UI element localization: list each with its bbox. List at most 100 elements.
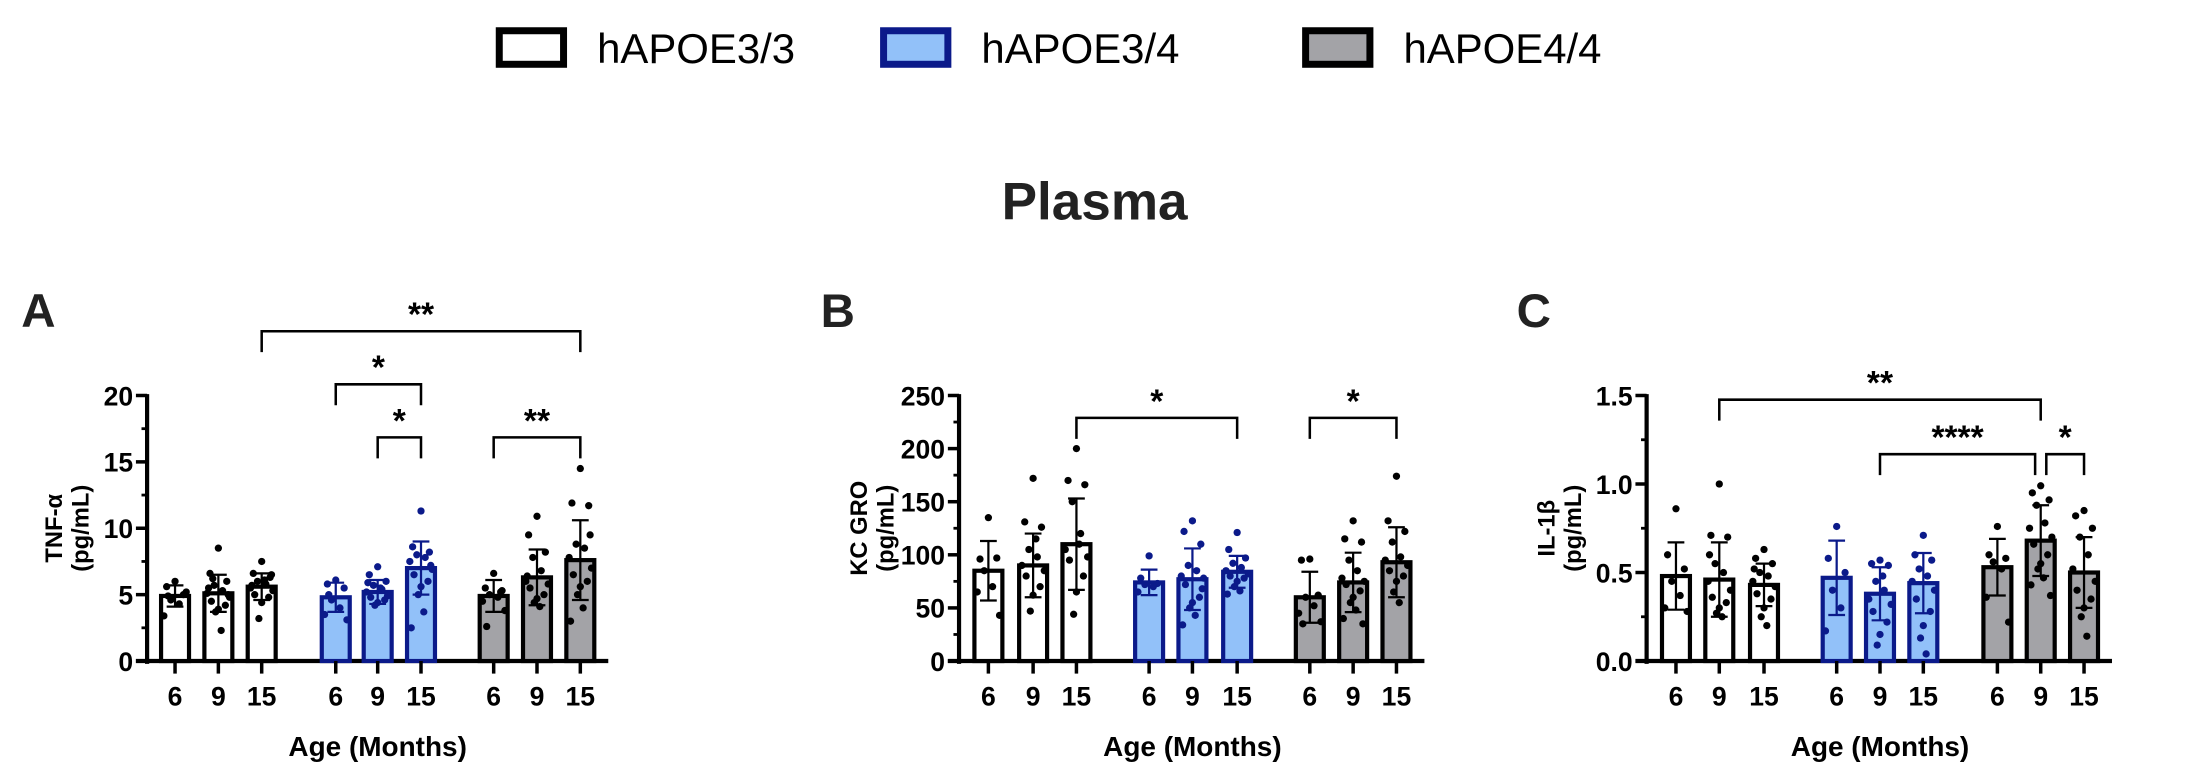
data-point — [1404, 561, 1412, 570]
data-point — [1295, 609, 1303, 617]
y-axis-label-line: (pg/mL) — [1560, 485, 1587, 572]
data-point — [1872, 577, 1880, 585]
y-tick-label: 1.0 — [1596, 470, 1633, 500]
data-point — [1065, 556, 1074, 564]
data-point — [413, 551, 421, 559]
y-axis-label-line: (pg/mL) — [67, 485, 94, 572]
data-point — [1177, 572, 1185, 580]
significance-label: * — [1150, 383, 1164, 420]
data-point — [1919, 621, 1927, 630]
data-point — [1236, 587, 1244, 595]
data-point — [1711, 560, 1719, 568]
data-point — [251, 591, 259, 599]
data-point — [2041, 519, 2049, 527]
data-point — [585, 502, 593, 510]
x-tick-label: 15 — [1382, 682, 1412, 712]
data-point — [204, 584, 213, 592]
data-point — [1880, 586, 1888, 594]
data-point — [2073, 586, 2081, 594]
data-point — [1384, 517, 1392, 525]
figure-title: Plasma — [1002, 172, 1188, 231]
x-tick-label: 9 — [370, 682, 385, 712]
x-tick-label: 9 — [530, 682, 545, 712]
bar-group — [1820, 522, 1853, 664]
significance-bracket — [2045, 452, 2086, 476]
data-point — [1751, 554, 1760, 562]
data-point — [1841, 568, 1849, 577]
data-point — [1869, 607, 1877, 616]
data-point — [1928, 556, 1936, 564]
data-point — [2044, 551, 2052, 559]
data-point — [1199, 574, 1208, 582]
y-tick-label: 0.5 — [1596, 558, 1633, 588]
significance-label: * — [1347, 383, 1361, 420]
bar-group — [1380, 472, 1413, 664]
x-tick-label: 9 — [1346, 682, 1361, 712]
data-point — [255, 614, 263, 623]
data-point — [343, 616, 351, 624]
data-point — [1763, 621, 1771, 630]
data-point — [1341, 535, 1349, 543]
data-point — [2027, 581, 2035, 589]
data-point — [524, 531, 533, 539]
data-point — [497, 588, 505, 596]
data-point — [1912, 595, 1920, 603]
data-point — [1715, 480, 1723, 488]
data-point — [1036, 583, 1044, 591]
data-point — [1197, 540, 1205, 548]
y-tick-label: 20 — [104, 381, 134, 411]
bar-group — [1659, 505, 1693, 664]
data-point — [1310, 602, 1318, 610]
data-point — [407, 624, 415, 632]
data-point — [1026, 607, 1034, 615]
data-point — [1704, 577, 1712, 585]
data-point — [1661, 604, 1669, 612]
data-point — [2080, 506, 2088, 515]
data-point — [1395, 598, 1403, 607]
data-point — [1356, 587, 1364, 595]
significance-bracket — [260, 329, 582, 353]
x-tick-label: 15 — [406, 682, 436, 712]
data-point — [1680, 565, 1688, 573]
data-point — [163, 583, 171, 591]
data-point — [1223, 590, 1231, 598]
data-point — [374, 563, 382, 571]
data-point — [362, 588, 371, 596]
x-axis-label: Age (Months) — [288, 731, 466, 762]
data-point — [2077, 613, 2085, 621]
data-point — [1767, 595, 1775, 603]
data-point — [1134, 588, 1142, 596]
significance-label: ** — [408, 297, 435, 334]
data-point — [217, 626, 225, 635]
y-tick-label: 0 — [930, 647, 945, 677]
data-point — [1180, 527, 1188, 536]
significance-label: * — [372, 350, 386, 387]
data-point — [214, 544, 223, 552]
data-point — [367, 593, 375, 601]
data-point — [2025, 524, 2034, 532]
data-point — [572, 540, 580, 548]
y-tick-label: 1.5 — [1596, 381, 1633, 411]
data-point — [501, 606, 509, 615]
data-point — [1753, 590, 1761, 598]
data-point — [410, 571, 418, 579]
data-point — [182, 588, 190, 596]
y-axis-label-line: (pg/mL) — [872, 485, 899, 572]
panel-C: CIL-1β(pg/mL)0.00.51.01.56 9 15 6 9 15 6 9 15Age… — [1517, 285, 2112, 762]
data-point — [2030, 540, 2038, 548]
data-point — [1029, 474, 1037, 482]
data-point — [1385, 567, 1394, 575]
legend-label-apoe34: hAPOE3/4 — [981, 25, 1179, 72]
bar-group — [202, 544, 235, 664]
data-point — [1184, 561, 1192, 570]
data-point — [1915, 565, 1923, 573]
data-point — [1399, 572, 1408, 580]
bar-group — [319, 576, 352, 664]
data-point — [1707, 531, 1715, 539]
bar-group — [1747, 545, 1781, 664]
data-point — [1916, 634, 1925, 642]
data-point — [1229, 559, 1237, 567]
data-point — [1195, 593, 1204, 601]
data-point — [1314, 591, 1322, 599]
